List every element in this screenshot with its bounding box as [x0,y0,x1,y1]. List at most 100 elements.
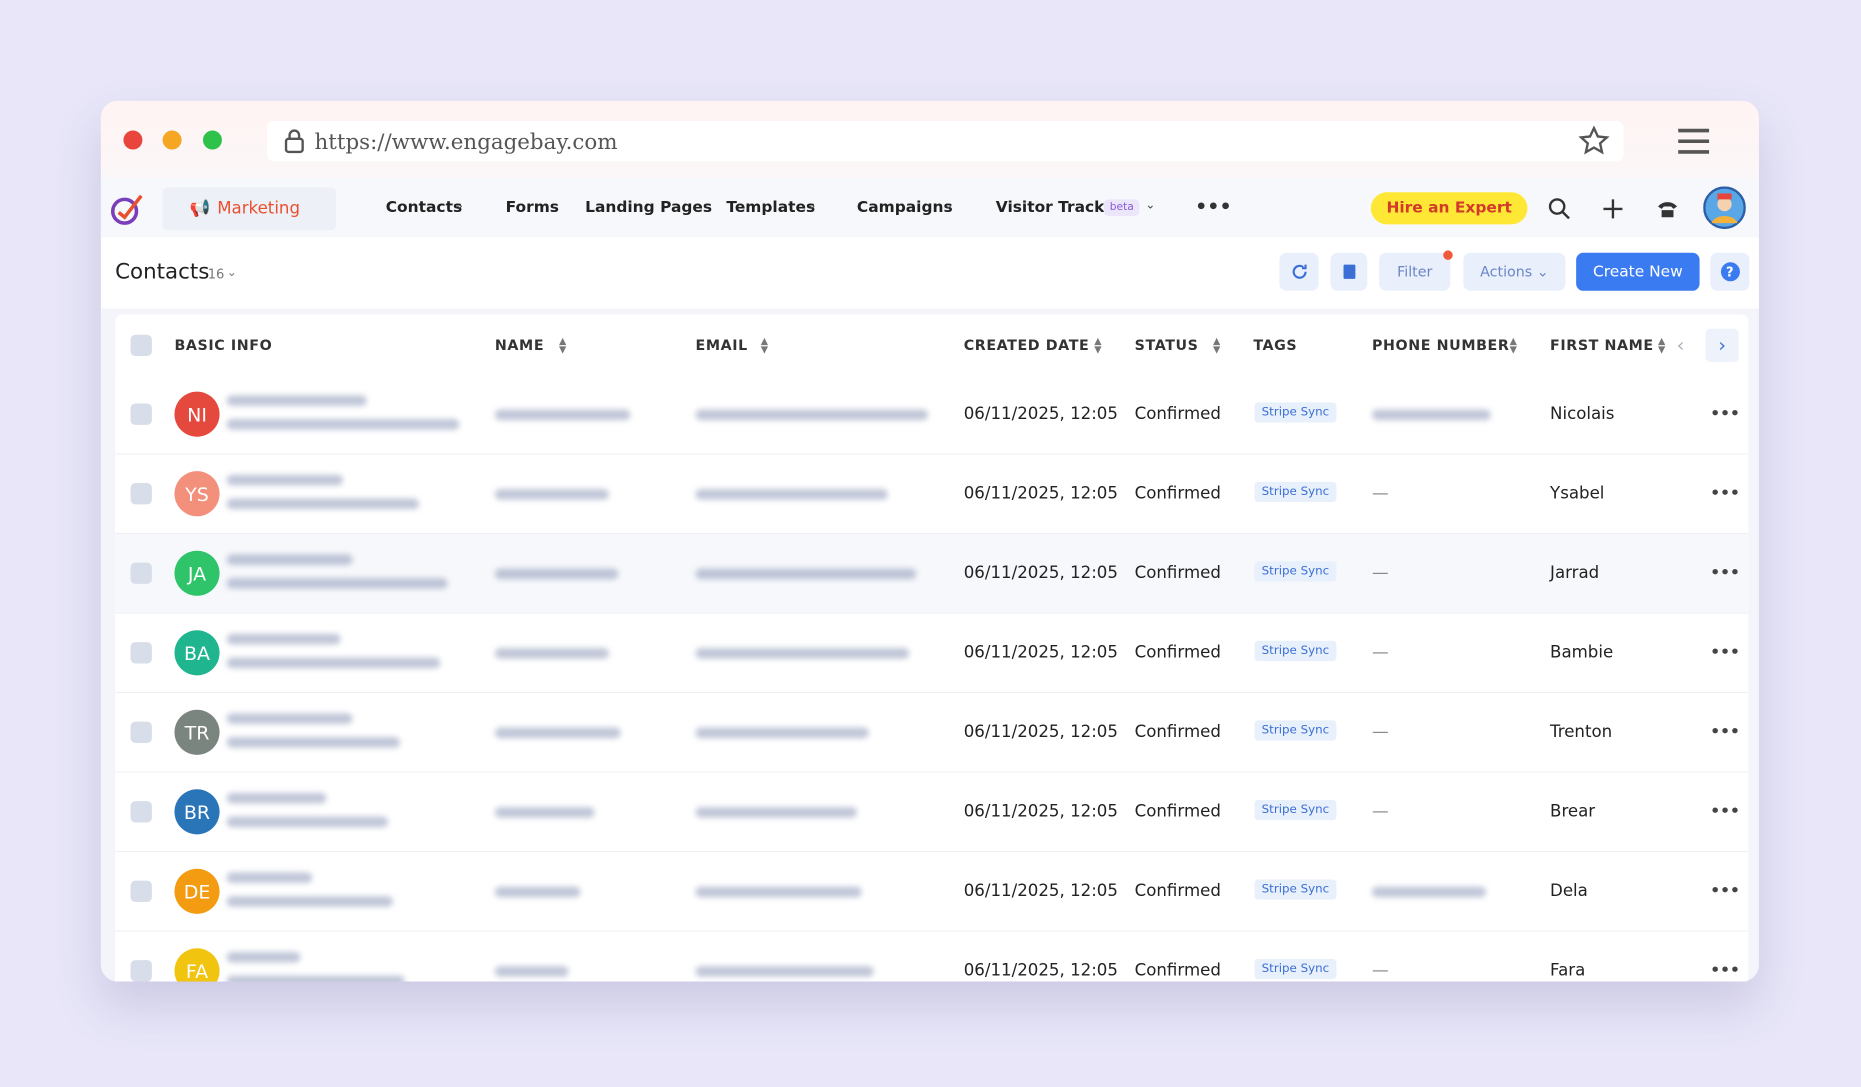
created-date: 06/11/2025, 12:05 [963,643,1118,663]
sort-icon[interactable]: ▲ ▼ [559,335,567,355]
status: Confirmed [1134,484,1221,504]
status: Confirmed [1134,722,1221,742]
nav-caret[interactable]: ⌄ [807,198,818,212]
tag[interactable]: Stripe Sync [1254,799,1337,821]
table-row[interactable] [115,454,1749,535]
row-checkbox[interactable] [130,801,152,823]
row-menu[interactable]: ••• [1710,643,1740,662]
table-row[interactable] [115,772,1749,853]
column-header[interactable]: FIRST NAME [1550,337,1654,354]
nav-item[interactable]: Landing Pages [585,198,713,217]
status: Confirmed [1134,961,1221,981]
column-header[interactable]: STATUS [1134,337,1199,354]
more-menu[interactable]: ••• [1195,195,1232,218]
beta-badge: beta [1103,199,1140,217]
blurred-text [226,395,367,406]
row-menu[interactable]: ••• [1710,882,1740,901]
table-row[interactable] [115,613,1749,694]
row-menu[interactable]: ••• [1710,723,1740,742]
menu-icon[interactable] [1677,127,1710,155]
max-dot[interactable] [202,130,222,150]
nav-caret[interactable]: ⌄ [1145,198,1156,212]
column-header[interactable]: CREATED DATE [963,337,1090,354]
table-row[interactable] [115,693,1749,773]
column-header[interactable]: NAME [494,337,545,354]
tag[interactable]: Stripe Sync [1254,958,1337,980]
logo[interactable] [109,191,145,227]
tag[interactable]: Stripe Sync [1254,879,1337,900]
blurred-text [494,409,631,421]
row-checkbox[interactable] [130,642,152,664]
column-header[interactable]: EMAIL [695,337,748,354]
table-row[interactable] [115,931,1749,982]
table-row[interactable] [115,534,1749,614]
row-menu[interactable]: ••• [1710,802,1740,821]
tag[interactable]: Stripe Sync [1254,561,1337,582]
blurred-text [494,886,581,898]
refresh-button[interactable] [1279,252,1319,291]
contact-count[interactable]: 16 [207,266,225,282]
phone: — [1372,802,1389,822]
blurred-text [494,568,619,580]
nav-caret[interactable]: ⌄ [943,198,954,212]
create-button[interactable]: Create New [1576,252,1700,291]
row-menu[interactable]: ••• [1710,961,1740,980]
tag[interactable]: Stripe Sync [1254,640,1337,662]
sort-icon[interactable]: ▲ ▼ [1509,335,1517,355]
actions-button[interactable]: Actions ⌄ [1463,252,1566,291]
scroll-right[interactable]: › [1705,328,1739,362]
blurred-text [695,409,929,421]
sort-icon[interactable]: ▲ ▼ [1094,335,1102,355]
table-row[interactable] [115,852,1749,932]
nav-caret[interactable]: ⌄ [454,198,465,212]
sort-icon[interactable]: ▲ ▼ [1212,335,1221,355]
phone: — [1372,563,1389,583]
hire-expert[interactable]: Hire an Expert [1370,192,1528,225]
table-row[interactable] [115,375,1749,455]
phone-icon[interactable] [1656,197,1680,221]
column-header[interactable]: PHONE NUMBER [1372,337,1510,354]
import-button[interactable] [1330,252,1368,291]
scroll-left[interactable]: ‹ [1676,333,1685,357]
nav-item[interactable]: Visitor Tracker [995,198,1123,217]
row-checkbox[interactable] [130,960,152,982]
row-checkbox[interactable] [130,721,152,743]
tag[interactable]: Stripe Sync [1254,720,1337,741]
nav-item[interactable]: Campaigns [856,198,953,217]
close-dot[interactable] [123,130,143,150]
module-switch[interactable] [162,187,336,231]
user-avatar[interactable] [1703,186,1746,230]
blurred-text [226,816,389,828]
actions-label: Actions [1480,263,1533,281]
row-checkbox[interactable] [130,880,152,903]
tag[interactable]: Stripe Sync [1254,481,1337,503]
browser-window: https://www.engagebay.com 📢 Marketing Hi… [100,100,1759,982]
add-icon[interactable] [1601,197,1625,221]
header-checkbox[interactable] [130,334,152,357]
search-icon[interactable] [1548,197,1572,221]
row-checkbox[interactable] [130,483,152,505]
nav-item[interactable]: Contacts [385,198,463,217]
first-name: Ysabel [1550,484,1605,504]
filter-button[interactable]: Filter [1379,252,1451,291]
min-dot[interactable] [162,130,182,150]
count-caret[interactable]: ⌄ [226,266,237,280]
row-menu[interactable]: ••• [1710,405,1740,424]
row-menu[interactable]: ••• [1710,564,1740,583]
row-checkbox[interactable] [130,403,152,425]
module-name[interactable]: Marketing [217,199,301,219]
sort-icon[interactable]: ▲ ▼ [1658,335,1666,355]
url-bar[interactable] [267,121,1624,162]
row-menu[interactable]: ••• [1710,484,1740,503]
tag[interactable]: Stripe Sync [1254,402,1337,423]
blurred-text [226,975,405,982]
blurred-text [226,896,393,907]
sort-icon[interactable]: ▲ ▼ [760,335,769,355]
blurred-text [226,498,419,510]
help-button[interactable]: ? [1720,262,1740,282]
row-checkbox[interactable] [130,562,152,584]
star-icon[interactable] [1578,125,1610,157]
nav-item[interactable]: Templates [726,198,816,217]
nav-item[interactable]: Forms [505,198,559,217]
